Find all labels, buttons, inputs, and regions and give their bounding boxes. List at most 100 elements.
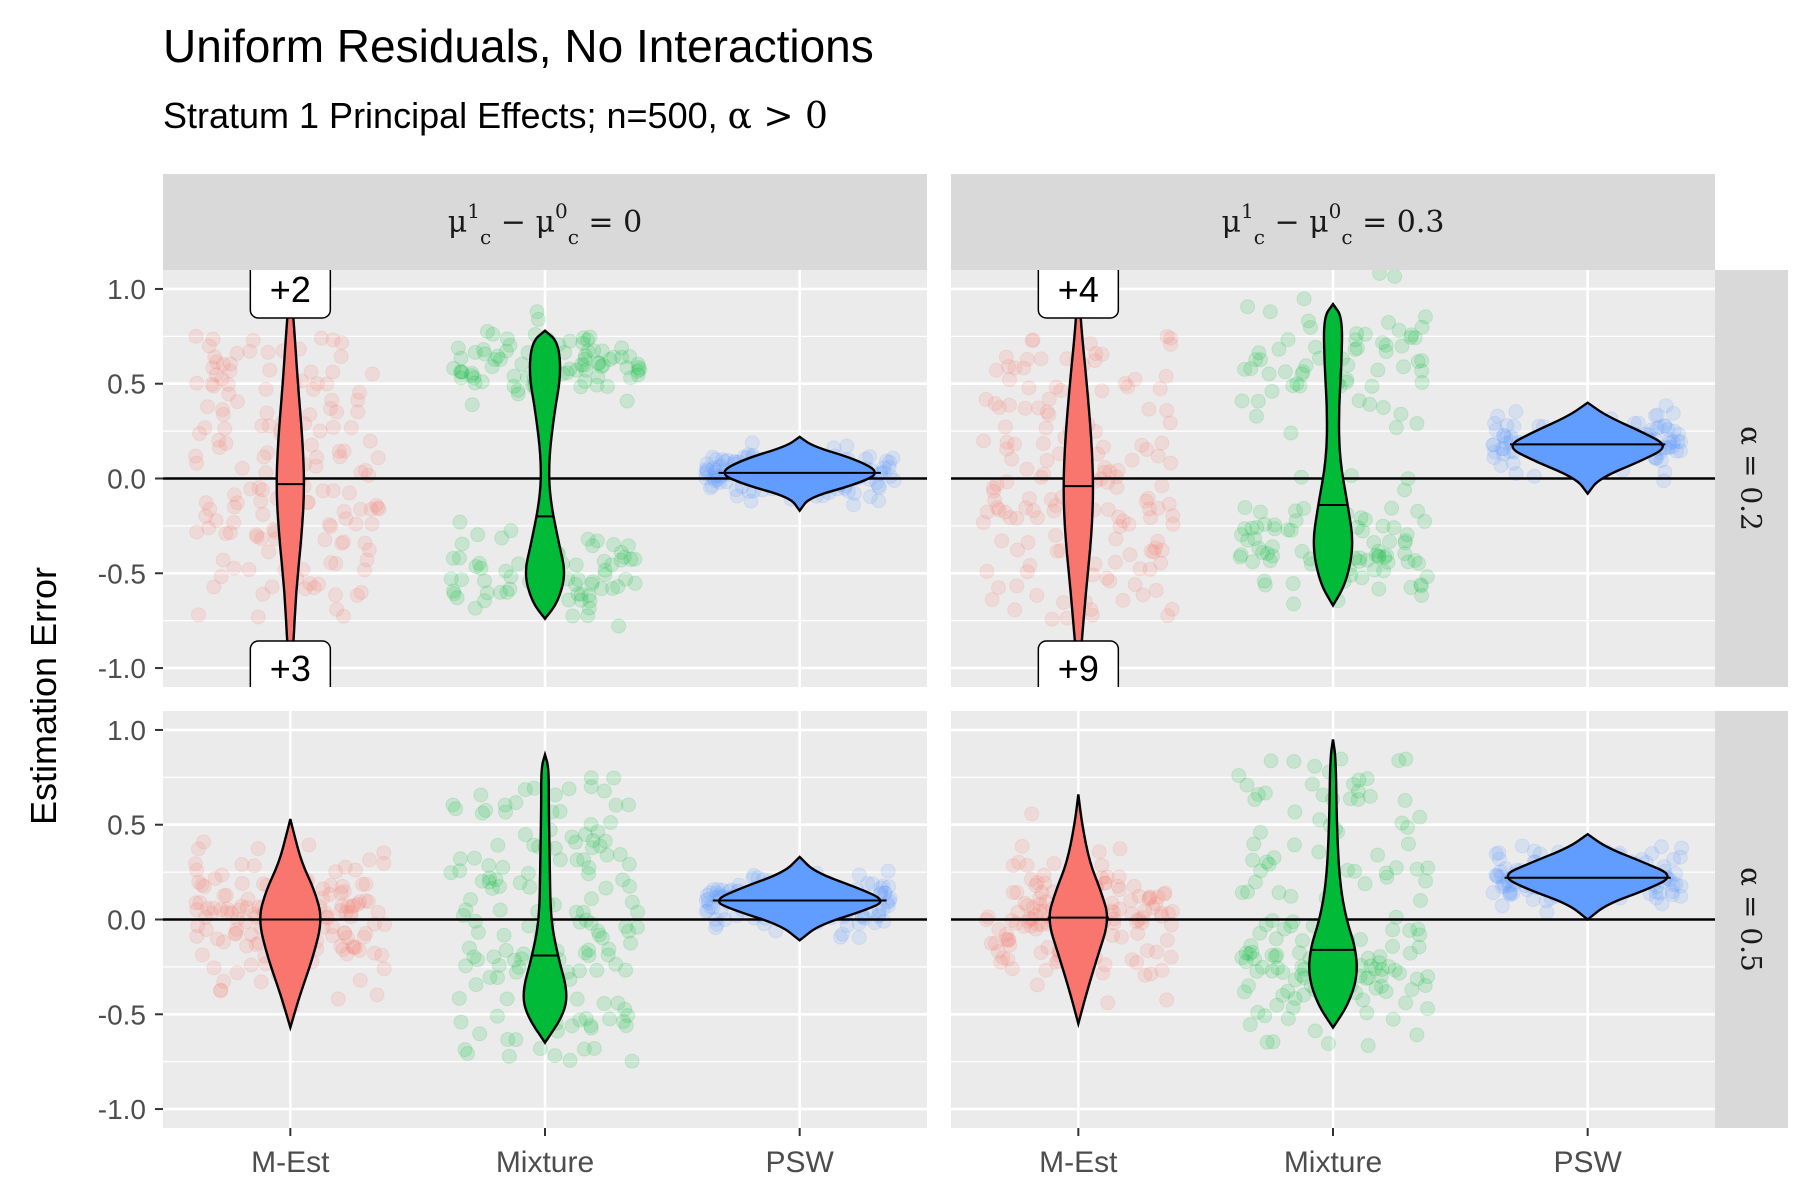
jitter-point xyxy=(1673,878,1689,894)
jitter-point xyxy=(1498,430,1514,446)
strip-math-part: 0 xyxy=(555,199,568,223)
jitter-point xyxy=(512,875,528,891)
jitter-point xyxy=(332,449,348,465)
jitter-point xyxy=(508,964,524,980)
jitter-point xyxy=(446,360,462,376)
jitter-point xyxy=(322,886,338,902)
jitter-point xyxy=(1525,892,1541,908)
jitter-point xyxy=(700,895,716,911)
jitter-point xyxy=(1414,588,1430,604)
jitter-point xyxy=(491,958,507,974)
jitter-point xyxy=(1514,838,1530,854)
jitter-point xyxy=(452,514,468,530)
jitter-point xyxy=(1286,596,1302,612)
jitter-point xyxy=(744,435,760,451)
jitter-point xyxy=(1381,314,1397,330)
jitter-point xyxy=(1009,542,1025,558)
jitter-point xyxy=(1102,573,1118,589)
jitter-point xyxy=(1340,862,1356,878)
strip-math-part: μ xyxy=(535,205,555,240)
jitter-point xyxy=(473,560,489,576)
jitter-point xyxy=(881,459,897,475)
jitter-point xyxy=(325,332,341,348)
jitter-point xyxy=(596,995,612,1011)
jitter-point xyxy=(1287,991,1303,1007)
jitter-point xyxy=(1491,845,1507,861)
jitter-point xyxy=(262,362,278,378)
jitter-point xyxy=(1017,400,1033,416)
jitter-point xyxy=(1162,415,1178,431)
jitter-point xyxy=(1370,847,1386,863)
strip-math-part: c xyxy=(1341,225,1352,249)
jitter-point xyxy=(309,449,325,465)
jitter-point xyxy=(458,902,474,918)
jitter-point xyxy=(212,983,228,999)
jitter-point xyxy=(1315,787,1331,803)
jitter-point xyxy=(698,461,714,477)
jitter-point xyxy=(239,899,255,915)
jitter-point xyxy=(349,587,365,603)
jitter-point xyxy=(1669,443,1685,459)
jitter-point xyxy=(576,330,592,346)
strip-math-part: c xyxy=(568,225,579,249)
jitter-point xyxy=(1665,877,1681,893)
jitter-point xyxy=(1115,513,1131,529)
jitter-point xyxy=(1097,957,1113,973)
jitter-point xyxy=(1351,393,1367,409)
jitter-point xyxy=(547,787,563,803)
jitter-point xyxy=(1095,965,1111,981)
jitter-point xyxy=(376,855,392,871)
jitter-point xyxy=(239,938,255,954)
jitter-point xyxy=(1261,856,1277,872)
jitter-point xyxy=(487,352,503,368)
jitter-point xyxy=(241,562,257,578)
jitter-point xyxy=(1048,379,1064,395)
jitter-point xyxy=(1240,532,1256,548)
jitter-point xyxy=(228,925,244,941)
jitter-point xyxy=(1285,914,1301,930)
jitter-point xyxy=(576,1041,592,1057)
jitter-point xyxy=(1131,888,1147,904)
jitter-point xyxy=(833,929,849,945)
jitter-point xyxy=(1360,970,1376,986)
jitter-point xyxy=(362,433,378,449)
jitter-point xyxy=(303,437,319,453)
jitter-point xyxy=(302,407,318,423)
jitter-point xyxy=(1506,418,1522,434)
jitter-point xyxy=(211,440,227,456)
jitter-point xyxy=(1302,319,1318,335)
jitter-point xyxy=(573,592,589,608)
jitter-point xyxy=(880,898,896,914)
jitter-point xyxy=(1410,921,1426,937)
jitter-point xyxy=(319,376,335,392)
jitter-point xyxy=(1359,771,1375,787)
jitter-point xyxy=(1109,479,1125,495)
jitter-point xyxy=(499,331,515,347)
jitter-point xyxy=(860,875,876,891)
jitter-point xyxy=(481,858,497,874)
jitter-point xyxy=(1354,570,1370,586)
jitter-point xyxy=(370,904,386,920)
jitter-point xyxy=(1115,592,1131,608)
jitter-point xyxy=(1357,326,1373,342)
jitter-point xyxy=(308,458,324,474)
jitter-point xyxy=(1112,882,1128,898)
jitter-point xyxy=(1236,984,1252,1000)
jitter-point xyxy=(497,797,513,813)
jitter-point xyxy=(1088,346,1104,362)
jitter-point xyxy=(1414,374,1430,390)
jitter-point xyxy=(1253,352,1269,368)
jitter-point xyxy=(1124,452,1140,468)
jitter-point xyxy=(1271,885,1287,901)
jitter-point xyxy=(229,965,245,981)
jitter-point xyxy=(464,368,480,384)
jitter-point xyxy=(1029,588,1045,604)
jitter-point xyxy=(371,501,387,517)
jitter-point xyxy=(705,449,721,465)
jitter-point xyxy=(1397,482,1413,498)
jitter-point xyxy=(1418,873,1434,889)
jitter-point xyxy=(1245,852,1261,868)
jitter-point xyxy=(222,525,238,541)
jitter-point xyxy=(220,377,236,393)
jitter-point xyxy=(479,323,495,339)
